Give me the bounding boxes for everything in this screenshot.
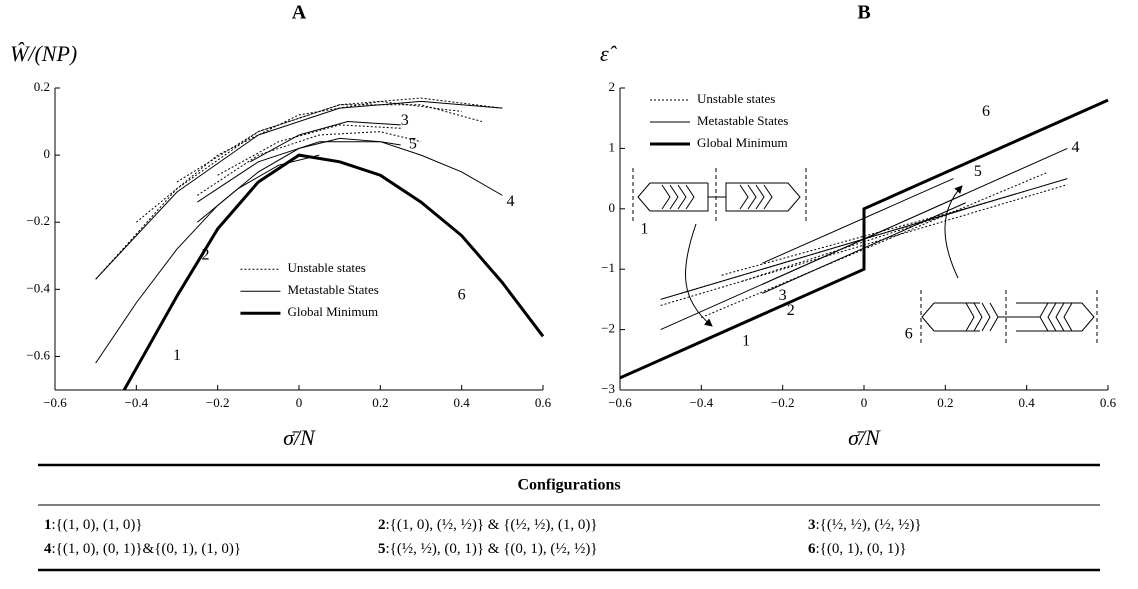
config-cell: 2:{(1, 0), (½, ½)} & {(½, ½), (1, 0)} (378, 517, 598, 533)
curve-label: 1 (640, 221, 648, 238)
y-tick-label: −0.6 (26, 347, 50, 362)
curve-label: 6 (458, 287, 466, 304)
curve-label: 1 (173, 347, 181, 364)
legend-label: Metastable States (287, 282, 378, 297)
curve (176, 104, 483, 183)
inset-config-1 (632, 168, 807, 327)
curve-label: 6 (905, 326, 913, 343)
legend-label: Unstable states (287, 260, 365, 275)
config-cell: 6:{(0, 1), (0, 1)} (808, 541, 907, 557)
x-tick-label: −0.2 (771, 395, 795, 410)
table-header: Configurations (517, 477, 620, 494)
inset-config-6 (920, 185, 1098, 345)
y-tick-label: −3 (601, 381, 615, 396)
config-cell: 3:{(½, ½), (½, ½)} (808, 517, 922, 533)
legend-label: Global Minimum (697, 135, 788, 150)
x-tick-label: 0.4 (454, 395, 471, 410)
curve (197, 154, 320, 223)
config-text: :{(½, ½), (0, 1)} & {(0, 1), (½, ½)} (386, 541, 598, 557)
x-tick-label: −0.4 (690, 395, 714, 410)
y-tick-label: 0 (44, 146, 51, 161)
config-number: 3 (808, 517, 816, 533)
x-axis-label: σ̄/N (848, 425, 881, 450)
y-tick-label: 0.2 (34, 79, 50, 94)
panel-title: B (857, 2, 870, 24)
x-tick-label: 0 (296, 395, 303, 410)
y-axis-label: ε̂ (600, 41, 618, 66)
curve-label: 4 (506, 193, 514, 210)
y-tick-label: 0 (609, 200, 616, 215)
y-tick-label: −2 (601, 321, 615, 336)
curve (619, 98, 1109, 380)
panel-title: A (292, 2, 307, 24)
config-cell: 1:{(1, 0), (1, 0)} (44, 517, 143, 533)
x-tick-label: 0.6 (1100, 395, 1117, 410)
y-axis-label: Ŵ/(NP) (10, 41, 77, 66)
curve-label: 3 (779, 287, 787, 304)
y-tick-label: 2 (609, 79, 616, 94)
curve-label: 5 (409, 136, 417, 153)
curve (217, 124, 401, 176)
x-tick-label: −0.2 (206, 395, 230, 410)
legend-label: Metastable States (697, 113, 788, 128)
curve (95, 100, 503, 280)
x-tick-label: 0 (861, 395, 868, 410)
x-tick-label: −0.6 (608, 395, 632, 410)
curve-label: 2 (787, 302, 795, 319)
x-tick-label: 0.6 (535, 395, 552, 410)
curve-label: 6 (982, 103, 990, 120)
curve (122, 153, 545, 391)
config-number: 6 (808, 541, 816, 557)
config-text: :{(½, ½), (½, ½)} (816, 517, 922, 533)
config-text: :{(1, 0), (1, 0)} (52, 517, 143, 533)
x-tick-label: 0.4 (1019, 395, 1036, 410)
curve (197, 131, 422, 196)
legend-label: Global Minimum (287, 304, 378, 319)
config-cell: 4:{(1, 0), (0, 1)}&{(0, 1), (1, 0)} (44, 541, 241, 557)
config-number: 4 (44, 541, 52, 557)
y-tick-label: −0.4 (26, 280, 50, 295)
curve-label: 5 (974, 163, 982, 180)
curve (701, 172, 1048, 318)
config-number: 5 (378, 541, 386, 557)
x-tick-label: −0.6 (43, 395, 67, 410)
curve (136, 100, 462, 223)
curve (741, 208, 966, 282)
config-text: :{(0, 1), (0, 1)} (816, 541, 907, 557)
curve (762, 178, 954, 264)
y-tick-label: −0.2 (26, 213, 50, 228)
curve-label: 1 (742, 332, 750, 349)
x-tick-label: −0.4 (125, 395, 149, 410)
y-tick-label: 1 (609, 139, 616, 154)
config-text: :{(1, 0), (½, ½)} & {(½, ½), (1, 0)} (386, 517, 598, 533)
config-text: :{(1, 0), (0, 1)}&{(0, 1), (1, 0)} (52, 541, 242, 557)
curve-label: 3 (401, 112, 409, 129)
x-tick-label: 0.2 (372, 395, 388, 410)
curve (197, 141, 401, 203)
legend-label: Unstable states (697, 91, 775, 106)
curve-label: 2 (201, 246, 209, 263)
curve-label: 4 (1071, 139, 1079, 156)
x-tick-label: 0.2 (937, 395, 953, 410)
y-tick-label: −1 (601, 260, 615, 275)
config-number: 1 (44, 517, 52, 533)
config-number: 2 (378, 517, 386, 533)
table-rules (38, 463, 1100, 572)
config-cell: 5:{(½, ½), (0, 1)} & {(0, 1), (½, ½)} (378, 541, 598, 557)
curve (249, 121, 401, 163)
curve (721, 202, 987, 276)
curve (95, 97, 503, 280)
x-axis-label: σ̄/N (283, 425, 316, 450)
